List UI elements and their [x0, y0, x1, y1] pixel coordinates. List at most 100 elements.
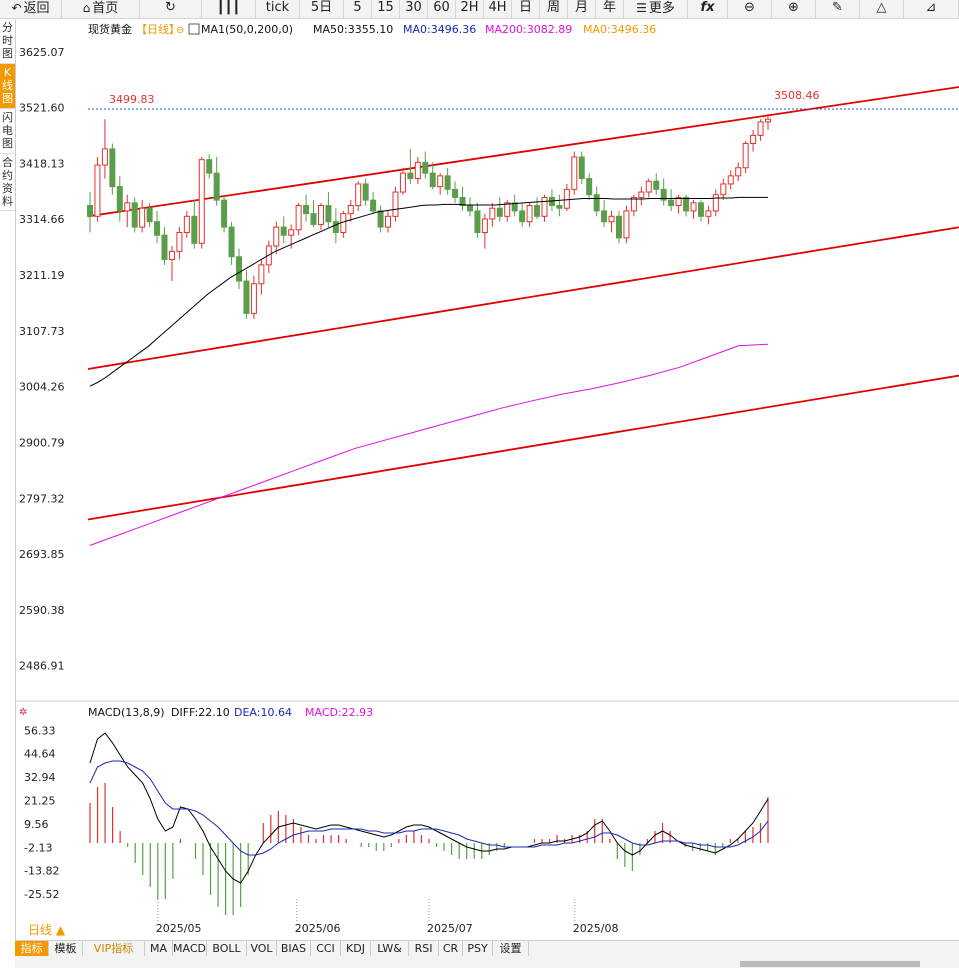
period-indicator[interactable]: 日线 ▲ — [28, 923, 66, 937]
ma0-value-b: MA0:3496.36 — [583, 23, 656, 36]
period-indicator-box[interactable] — [16, 921, 80, 939]
zoom-in-button[interactable]: ⊕ — [772, 0, 816, 18]
candle-body — [541, 196, 548, 217]
side-tab-char: 资 — [2, 182, 13, 195]
indicator-tab[interactable]: CR — [439, 941, 463, 956]
candle-body — [630, 196, 637, 212]
candle-body — [615, 215, 622, 239]
candles — [87, 113, 771, 319]
side-tab-char: 图 — [2, 47, 13, 60]
price-tick-label: 2590.38 — [19, 604, 65, 617]
period-week[interactable]: 周 — [540, 0, 568, 18]
period-5day[interactable]: 5日 — [300, 0, 344, 18]
indicator-tab[interactable]: VIP指标 — [83, 941, 145, 956]
period-60[interactable]: 60 — [428, 0, 456, 18]
indicator-tab[interactable]: 设置 — [493, 941, 529, 956]
candle-body — [154, 221, 161, 236]
candle-body — [325, 205, 332, 223]
back-button[interactable]: ↶ 返回 — [0, 0, 62, 18]
side-tab-timeshare[interactable]: 分时图 — [0, 19, 15, 64]
chart-area[interactable]: 3625.07 3521.60 3418.13 3314.66 3211.19 3107.… — [15, 19, 959, 940]
formula-button[interactable]: fx — [688, 0, 728, 18]
indicator-tab[interactable]: BIAS — [277, 941, 311, 956]
side-tab-contract[interactable]: 合约资料 — [0, 154, 15, 211]
side-tab-char: 图 — [2, 137, 13, 150]
draw-pen-button[interactable]: ✎ — [816, 0, 860, 18]
zoom-out-button[interactable]: ⊖ — [728, 0, 772, 18]
period-month[interactable]: 月 — [568, 0, 596, 18]
candle-body — [593, 194, 600, 212]
side-tab-char: 约 — [2, 169, 13, 182]
period-30[interactable]: 30 — [400, 0, 428, 18]
candle-body — [466, 205, 473, 212]
price-tick-label: 2693.85 — [19, 548, 65, 561]
period-5[interactable]: 5 — [344, 0, 372, 18]
period-2h[interactable]: 2H — [456, 0, 484, 18]
period-year[interactable]: 年 — [596, 0, 624, 18]
candle-body — [303, 205, 310, 215]
candle-body — [519, 210, 526, 223]
draw-shape-button[interactable]: ⊿ — [904, 0, 959, 18]
macd-settings-icon[interactable]: ✲ — [19, 707, 27, 718]
dea-line — [89, 760, 769, 856]
side-tab-char: 线 — [2, 79, 13, 92]
shape-icon: ⊿ — [925, 0, 937, 15]
tick-button[interactable]: tick — [256, 0, 300, 18]
indicator-tab[interactable]: RSI — [409, 941, 439, 956]
period-4h[interactable]: 4H — [484, 0, 512, 18]
macd-name: MACD(13,8,9) — [88, 706, 165, 719]
channel-line — [87, 226, 959, 370]
home-button[interactable]: ⌂ 首页 — [62, 0, 140, 18]
indicator-tab[interactable]: 模板 — [49, 941, 83, 956]
indicator-tab[interactable]: 指标 — [15, 941, 49, 956]
indicator-tab[interactable]: CCI — [311, 941, 341, 956]
candle-body — [176, 231, 183, 252]
indicator-tab[interactable]: MACD — [173, 941, 207, 956]
indicator-tab[interactable]: BOLL — [207, 941, 247, 956]
date-label: 2025/06 — [295, 922, 341, 935]
side-tab-flash[interactable]: 闪电图 — [0, 109, 15, 154]
home-icon: ⌂ — [82, 1, 91, 15]
candle-body — [94, 164, 101, 217]
ma50-value: MA50:3355.10 — [313, 23, 393, 36]
indicator-tab[interactable]: PSY — [463, 941, 493, 956]
candle-body — [444, 175, 451, 190]
more-button[interactable]: ☰ 更多 — [624, 0, 688, 18]
candle-body — [258, 264, 265, 285]
period-15[interactable]: 15 — [372, 0, 400, 18]
ma-set-label: MA1(50,0,200,0) — [201, 23, 293, 36]
draw-triangle-button[interactable]: △ — [860, 0, 904, 18]
indicator-tab[interactable]: VOL — [247, 941, 277, 956]
price-tick-label: 3625.07 — [19, 46, 65, 59]
indicator-tab[interactable]: MA — [145, 941, 173, 956]
candle-body — [168, 250, 175, 260]
candle-body — [191, 215, 198, 244]
kline-chart[interactable]: 3625.07 3521.60 3418.13 3314.66 3211.19 3107.… — [16, 19, 959, 940]
candle-body — [459, 196, 466, 207]
period-day[interactable]: 日 — [512, 0, 540, 18]
candle-body — [183, 215, 190, 233]
candle-body — [116, 186, 123, 212]
candle-body — [720, 183, 727, 196]
refresh-button[interactable]: ↻ — [140, 0, 202, 18]
macd-tick-label: -25.52 — [24, 888, 59, 901]
candle-body — [213, 172, 220, 201]
toggle-icon[interactable]: ⊖ — [176, 25, 184, 36]
side-tab-char: 时 — [2, 34, 13, 47]
candle-body — [124, 202, 131, 212]
symbol-name: 现货黄金 — [88, 22, 132, 36]
indicator-tab[interactable]: KDJ — [341, 941, 371, 956]
candle-body — [452, 188, 459, 198]
candle-body — [250, 283, 257, 314]
candle-body — [526, 205, 533, 223]
candle-body — [87, 205, 93, 217]
candle-body — [109, 148, 116, 188]
horizontal-scrollbar[interactable] — [740, 961, 920, 967]
indicator-tab[interactable]: LW& — [371, 941, 409, 956]
candle-body — [131, 202, 138, 228]
candle-type-button[interactable]: ┃┃┃ — [202, 0, 256, 18]
candle-body — [340, 213, 347, 233]
candle-body — [355, 183, 362, 207]
refresh-icon: ↻ — [165, 0, 176, 15]
